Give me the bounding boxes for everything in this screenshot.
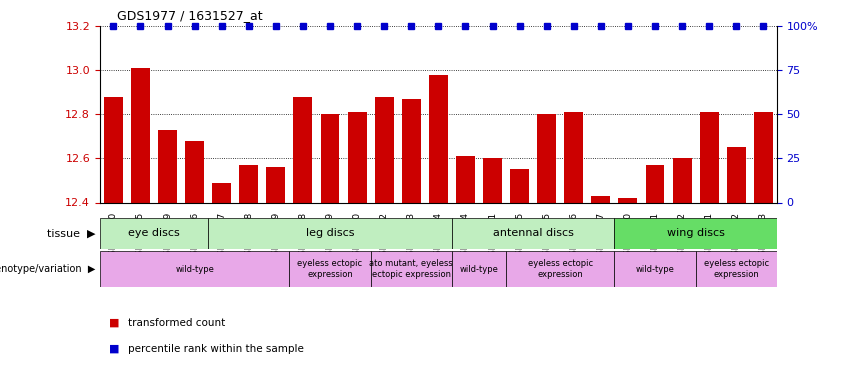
Text: GDS1977 / 1631527_at: GDS1977 / 1631527_at <box>117 9 263 22</box>
Bar <box>100 217 208 249</box>
Text: tissue  ▶: tissue ▶ <box>47 228 95 238</box>
Bar <box>618 198 637 202</box>
Bar <box>208 217 452 249</box>
Text: eyeless ectopic
expression: eyeless ectopic expression <box>528 260 593 279</box>
Bar <box>452 217 615 249</box>
Text: leg discs: leg discs <box>306 228 354 238</box>
Text: eyeless ectopic
expression: eyeless ectopic expression <box>298 260 363 279</box>
Bar <box>452 251 506 287</box>
Bar <box>347 112 366 202</box>
Text: wild-type: wild-type <box>175 265 214 274</box>
Text: ■: ■ <box>108 318 119 327</box>
Bar <box>293 97 312 202</box>
Bar <box>402 99 421 202</box>
Bar <box>700 112 719 202</box>
Bar <box>506 251 615 287</box>
Text: percentile rank within the sample: percentile rank within the sample <box>128 344 304 354</box>
Bar <box>727 147 746 202</box>
Text: wild-type: wild-type <box>459 265 498 274</box>
Bar <box>615 217 777 249</box>
Bar <box>510 170 529 202</box>
Bar <box>591 196 610 202</box>
Bar <box>289 251 371 287</box>
Bar <box>695 251 777 287</box>
Bar <box>615 251 695 287</box>
Text: eyeless ectopic
expression: eyeless ectopic expression <box>704 260 769 279</box>
Bar <box>131 68 150 203</box>
Text: ato mutant, eyeless
ectopic expression: ato mutant, eyeless ectopic expression <box>370 260 453 279</box>
Bar <box>320 114 339 202</box>
Bar <box>456 156 475 203</box>
Text: eye discs: eye discs <box>128 228 180 238</box>
Text: wing discs: wing discs <box>667 228 725 238</box>
Bar <box>753 112 773 202</box>
Text: ■: ■ <box>108 344 119 354</box>
Bar <box>185 141 204 202</box>
Bar <box>240 165 259 202</box>
Bar <box>646 165 665 202</box>
Text: wild-type: wild-type <box>635 265 674 274</box>
Bar <box>483 159 502 203</box>
Bar <box>100 251 289 287</box>
Bar <box>212 183 231 203</box>
Bar <box>429 75 448 202</box>
Bar <box>266 167 286 202</box>
Text: transformed count: transformed count <box>128 318 225 327</box>
Bar <box>371 251 452 287</box>
Bar <box>158 130 177 203</box>
Bar <box>673 159 692 203</box>
Text: genotype/variation  ▶: genotype/variation ▶ <box>0 264 95 274</box>
Text: antennal discs: antennal discs <box>493 228 574 238</box>
Bar <box>104 97 123 202</box>
Bar <box>375 97 394 202</box>
Bar <box>564 112 583 202</box>
Bar <box>537 114 556 202</box>
